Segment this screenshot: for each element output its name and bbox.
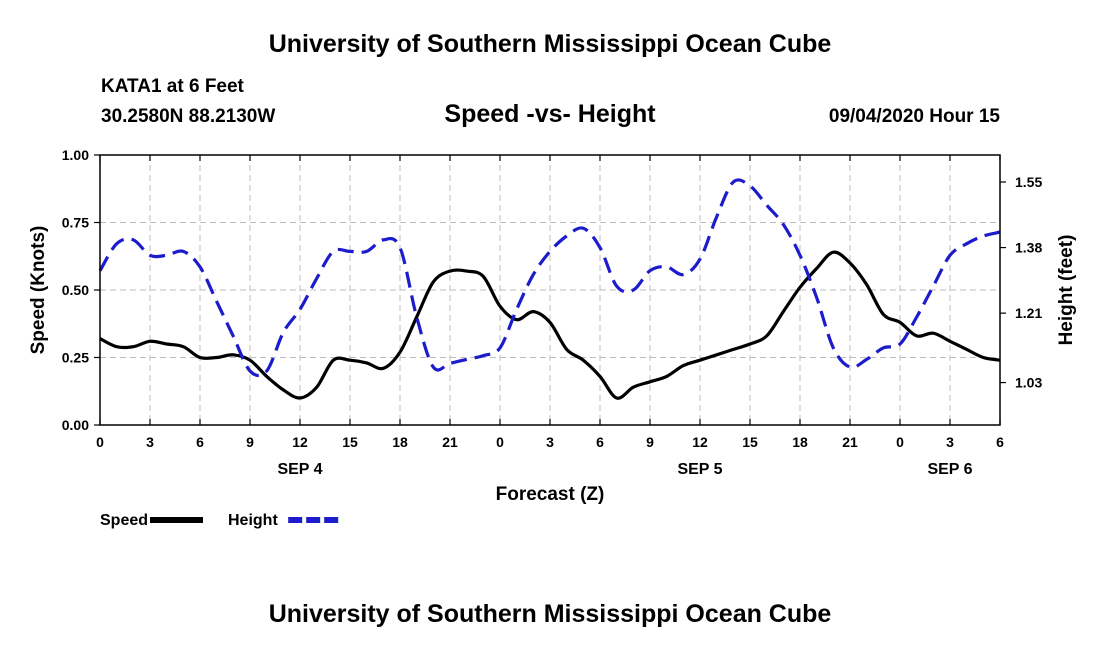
x-tick-label: 12 — [692, 434, 708, 450]
station-label: KATA1 at 6 Feet — [101, 76, 244, 97]
legend-label-speed: Speed — [100, 512, 148, 529]
y2-tick-label: 1.03 — [1015, 375, 1042, 391]
series-line-height — [98, 178, 1001, 378]
grid-lines — [100, 155, 1000, 425]
legend-label-height: Height — [228, 512, 278, 529]
x-tick-label: 18 — [392, 434, 408, 450]
x-tick-label: 21 — [442, 434, 458, 450]
x-tick-label: 6 — [196, 434, 204, 450]
footer-title: University of Southern Mississippi Ocean… — [268, 600, 832, 628]
date-label: SEP 6 — [927, 461, 972, 478]
date-label: SEP 4 — [277, 461, 322, 478]
y-tick-label: 0.50 — [62, 282, 89, 298]
series-line-speed — [99, 250, 1001, 400]
y2-tick-label: 1.38 — [1015, 240, 1042, 256]
legend: Speed Height — [100, 512, 342, 529]
x-tick-label: 15 — [342, 434, 358, 450]
x-tick-label: 0 — [896, 434, 904, 450]
x-tick-label: 9 — [646, 434, 654, 450]
x-tick-label: 18 — [792, 434, 808, 450]
series-lines — [98, 178, 1001, 400]
y2-tick-label: 1.55 — [1015, 174, 1042, 190]
x-tick-label: 0 — [96, 434, 104, 450]
x-tick-label: 9 — [246, 434, 254, 450]
station-coordinates: 30.2580N 88.2130W — [101, 106, 276, 127]
y-tick-label: 0.75 — [62, 215, 89, 231]
chart-title: Speed -vs- Height — [444, 100, 656, 128]
x-tick-label: 15 — [742, 434, 758, 450]
x-tick-label: 3 — [146, 434, 154, 450]
y2-axis-title: Height (feet) — [1056, 235, 1077, 346]
x-tick-label: 3 — [546, 434, 554, 450]
y-tick-label: 0.00 — [62, 417, 89, 433]
forecast-date: 09/04/2020 Hour 15 — [828, 106, 1000, 127]
x-tick-label: 0 — [496, 434, 504, 450]
x-tick-label: 3 — [946, 434, 954, 450]
date-label: SEP 5 — [677, 461, 722, 478]
y-tick-label: 1.00 — [62, 147, 89, 163]
x-tick-label: 21 — [842, 434, 858, 450]
x-tick-label: 12 — [292, 434, 308, 450]
page-title: University of Southern Mississippi Ocean… — [268, 30, 832, 58]
x-tick-label: 6 — [996, 434, 1004, 450]
y-tick-label: 0.25 — [62, 350, 89, 366]
axes: 0 3 6 9 12 15 18 21 0 3 6 9 12 15 18 21 0 3 6 0.00 0.25 0.50 0… — [28, 147, 1077, 505]
y-axis-title: Speed (Knots) — [28, 226, 49, 355]
y2-tick-label: 1.21 — [1015, 305, 1042, 321]
x-tick-label: 6 — [596, 434, 604, 450]
x-axis-title: Forecast (Z) — [496, 484, 605, 505]
